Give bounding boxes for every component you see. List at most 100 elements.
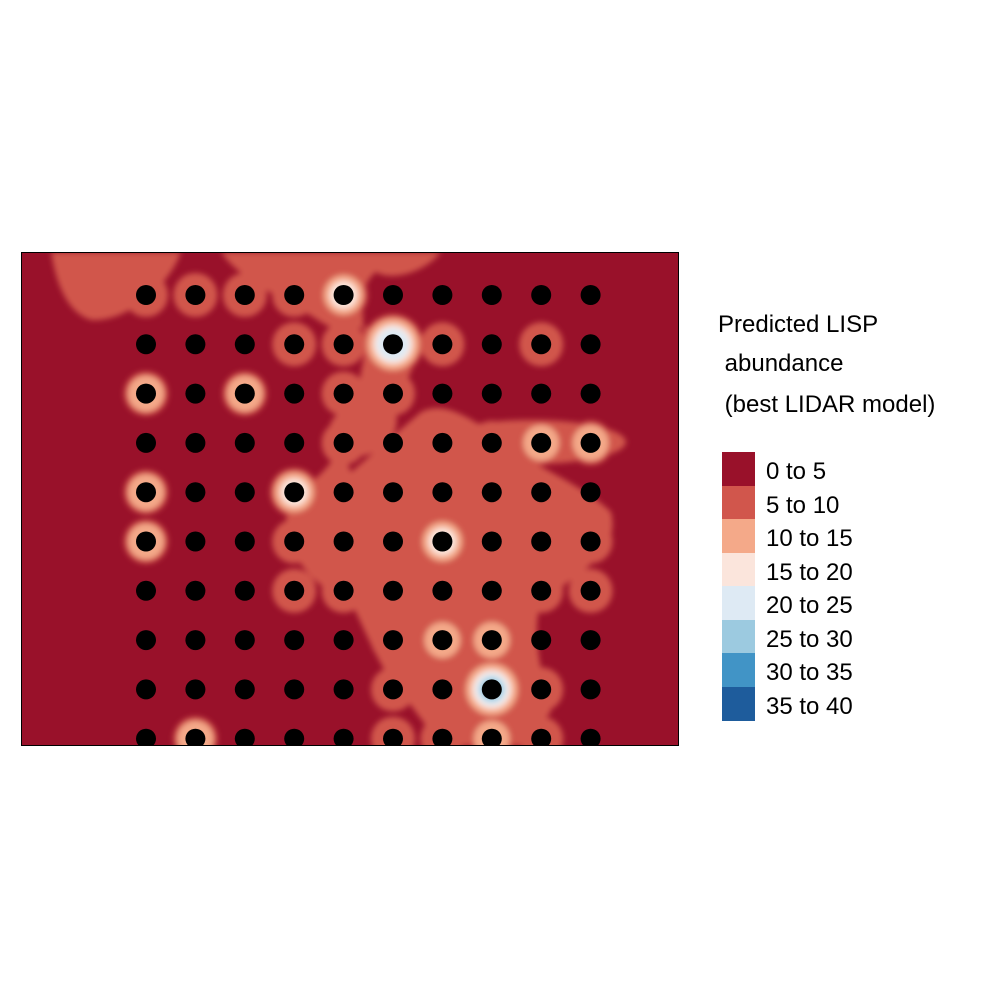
survey-point-r1-c3 [284, 334, 305, 355]
survey-point-r1-c6 [432, 334, 453, 355]
survey-point-r6-c1 [185, 580, 206, 601]
survey-point-r2-c2 [234, 383, 255, 404]
survey-point-r0-c5 [383, 285, 403, 305]
survey-point-r9-c9 [580, 728, 601, 746]
survey-point-r0-c0 [136, 285, 156, 305]
survey-point-r9-c0 [136, 728, 156, 746]
survey-point-r6-c8 [531, 580, 552, 601]
survey-point-r0-c8 [531, 285, 552, 305]
survey-point-r7-c9 [580, 630, 601, 651]
survey-point-r8-c6 [432, 679, 453, 700]
legend-swatch-25-30 [722, 620, 755, 654]
survey-point-r3-c3 [284, 432, 305, 453]
survey-point-r9-c3 [284, 728, 305, 746]
legend-label-35-40: 35 to 40 [766, 693, 853, 720]
survey-point-r3-c1 [185, 432, 206, 453]
survey-point-r7-c6 [432, 630, 453, 651]
survey-point-r6-c5 [383, 580, 403, 601]
survey-point-r3-c4 [333, 432, 354, 453]
survey-point-r4-c6 [432, 482, 453, 503]
survey-point-r5-c7 [481, 531, 502, 552]
survey-point-r2-c4 [333, 383, 354, 404]
survey-point-r5-c5 [383, 531, 403, 552]
legend-label-25-30: 25 to 30 [766, 626, 853, 653]
survey-point-r5-c4 [333, 531, 354, 552]
legend-label-10-15: 10 to 15 [766, 525, 853, 552]
survey-point-r6-c3 [284, 580, 305, 601]
survey-points [136, 285, 601, 746]
patch-5-10-central [221, 252, 613, 746]
survey-point-r4-c2 [234, 482, 255, 503]
survey-point-r7-c2 [234, 630, 255, 651]
survey-point-r0-c4 [333, 285, 354, 305]
survey-point-r8-c2 [234, 679, 255, 700]
legend-swatch-15-20 [722, 553, 755, 587]
survey-point-r8-c1 [185, 679, 206, 700]
survey-point-r0-c7 [481, 285, 502, 305]
survey-point-r2-c6 [432, 383, 453, 404]
survey-point-r7-c3 [284, 630, 305, 651]
survey-point-r2-c9 [580, 383, 601, 404]
legend-label-5-10: 5 to 10 [766, 492, 840, 519]
survey-point-r6-c0 [136, 580, 156, 601]
legend-swatch-5-10 [722, 486, 755, 520]
legend-label-30-35: 30 to 35 [766, 659, 853, 686]
survey-point-r9-c8 [531, 728, 552, 746]
survey-point-r7-c7 [481, 630, 502, 651]
survey-point-r3-c2 [234, 432, 255, 453]
survey-point-r1-c5 [383, 334, 403, 355]
survey-point-r9-c1 [185, 728, 206, 746]
survey-point-r8-c9 [580, 679, 601, 700]
survey-point-r3-c0 [136, 432, 156, 453]
legend-title-line-1: Predicted LISP [718, 311, 879, 338]
survey-point-r5-c3 [284, 531, 305, 552]
survey-point-r7-c4 [333, 630, 354, 651]
legend-label-0-5: 0 to 5 [766, 458, 827, 485]
survey-point-r6-c9 [580, 580, 601, 601]
survey-point-r0-c1 [185, 285, 206, 305]
survey-point-r2-c3 [284, 383, 305, 404]
survey-point-r1-c2 [234, 334, 255, 355]
survey-point-r6-c7 [481, 580, 502, 601]
survey-point-r9-c7 [481, 728, 502, 746]
survey-point-r5-c9 [580, 531, 601, 552]
survey-point-r5-c0 [136, 531, 156, 552]
survey-point-r9-c6 [432, 728, 453, 746]
survey-point-r1-c8 [531, 334, 552, 355]
legend-title-line-2: abundance [718, 350, 844, 377]
survey-point-r1-c0 [136, 334, 156, 355]
survey-point-r6-c6 [432, 580, 453, 601]
survey-point-r7-c5 [383, 630, 403, 651]
survey-point-r6-c4 [333, 580, 354, 601]
survey-point-r3-c6 [432, 432, 453, 453]
survey-point-r4-c7 [481, 482, 502, 503]
survey-point-r4-c9 [580, 482, 601, 503]
survey-point-r8-c8 [531, 679, 552, 700]
survey-point-r0-c2 [234, 285, 255, 305]
survey-point-r4-c3 [284, 482, 305, 503]
survey-point-r4-c1 [185, 482, 206, 503]
survey-point-r9-c2 [234, 728, 255, 746]
survey-point-r9-c5 [383, 728, 403, 746]
survey-point-r7-c8 [531, 630, 552, 651]
survey-point-r9-c4 [333, 728, 354, 746]
survey-point-r8-c3 [284, 679, 305, 700]
legend-title-line-3: (best LIDAR model) [718, 391, 936, 418]
survey-point-r5-c6 [432, 531, 453, 552]
legend-swatch-30-35 [722, 653, 755, 687]
survey-point-r1-c1 [185, 334, 206, 355]
survey-point-r1-c9 [580, 334, 601, 355]
legend-label-20-25: 20 to 25 [766, 592, 853, 619]
survey-point-r5-c1 [185, 531, 206, 552]
survey-point-r2-c7 [481, 383, 502, 404]
survey-point-r2-c5 [383, 383, 403, 404]
survey-point-r5-c8 [531, 531, 552, 552]
prediction-map [21, 252, 679, 746]
survey-point-r5-c2 [234, 531, 255, 552]
survey-point-r0-c3 [284, 285, 305, 305]
legend-swatch-10-15 [722, 519, 755, 553]
survey-point-r4-c8 [531, 482, 552, 503]
survey-point-r4-c4 [333, 482, 354, 503]
survey-point-r2-c0 [136, 383, 156, 404]
survey-point-r8-c5 [383, 679, 403, 700]
